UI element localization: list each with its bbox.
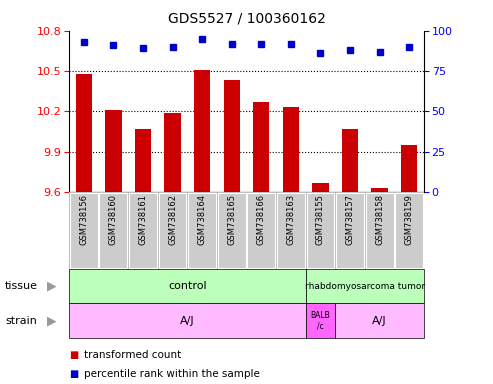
Text: GSM738164: GSM738164 [198,194,207,245]
Bar [336,193,364,268]
Text: GSM738159: GSM738159 [405,194,414,245]
Text: tissue: tissue [5,281,38,291]
Bar [335,303,424,338]
Bar [165,113,181,192]
Bar [69,269,306,303]
Text: GSM738162: GSM738162 [168,194,177,245]
Text: A/J: A/J [372,316,387,326]
Bar [159,193,186,268]
Bar [106,110,122,192]
Bar [129,193,157,268]
Text: percentile rank within the sample: percentile rank within the sample [84,369,260,379]
Text: GSM738161: GSM738161 [139,194,147,245]
Text: GSM738156: GSM738156 [79,194,88,245]
Text: strain: strain [5,316,37,326]
Bar [313,183,329,192]
Text: control: control [168,281,207,291]
Text: transformed count: transformed count [84,350,181,360]
Bar [342,129,358,192]
Bar [401,145,417,192]
Text: rhabdomyosarcoma tumor: rhabdomyosarcoma tumor [305,281,425,291]
Text: GSM738165: GSM738165 [227,194,236,245]
Bar [366,193,393,268]
Bar [306,269,424,303]
Bar [307,193,334,268]
Text: ■: ■ [69,369,78,379]
Bar [100,193,127,268]
Text: GDS5527 / 100360162: GDS5527 / 100360162 [168,12,325,25]
Text: GSM738166: GSM738166 [257,194,266,245]
Text: GSM738158: GSM738158 [375,194,384,245]
Bar [76,74,92,192]
Text: ▶: ▶ [47,314,57,327]
Bar [224,81,240,192]
Text: A/J: A/J [180,316,195,326]
Bar [247,193,275,268]
Text: GSM738157: GSM738157 [346,194,354,245]
Bar [253,102,269,192]
Text: GSM738155: GSM738155 [316,194,325,245]
Bar [372,188,387,192]
Bar [135,129,151,192]
Bar [395,193,423,268]
Text: ▶: ▶ [47,280,57,293]
Bar [306,303,335,338]
Bar [188,193,216,268]
Bar [283,107,299,192]
Bar [70,193,98,268]
Bar [194,70,211,192]
Bar [218,193,246,268]
Text: ■: ■ [69,350,78,360]
Text: GSM738163: GSM738163 [286,194,295,245]
Text: GSM738160: GSM738160 [109,194,118,245]
Text: BALB
/c: BALB /c [311,311,330,330]
Bar [69,303,306,338]
Bar [277,193,305,268]
